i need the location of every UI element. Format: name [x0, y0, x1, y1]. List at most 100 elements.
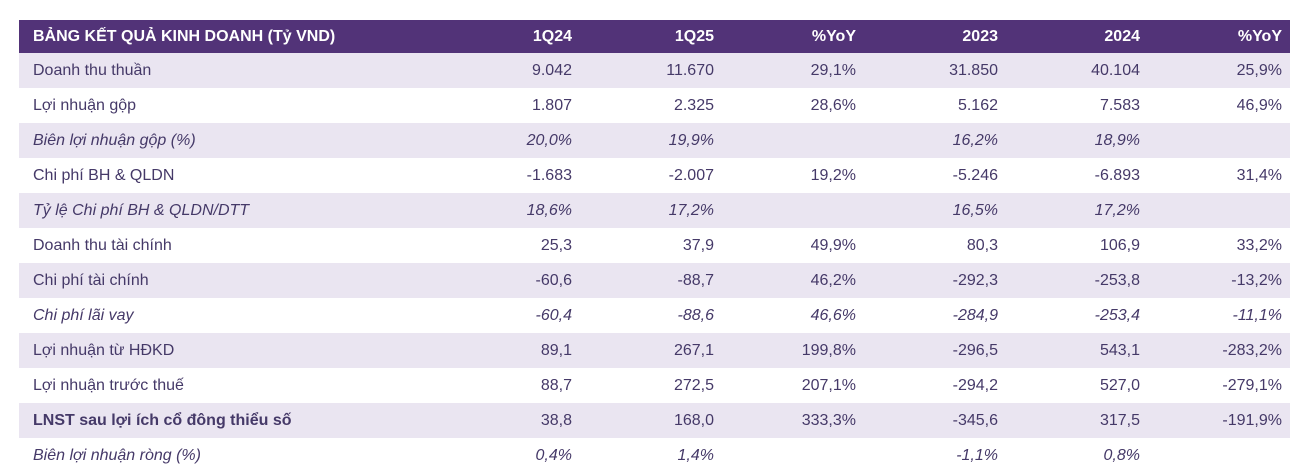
cell-value: -283,2%: [1222, 341, 1282, 359]
cell-value: 33,2%: [1236, 236, 1282, 254]
row-label: LNST sau lợi ích cổ đông thiểu số: [33, 411, 292, 429]
income-statement-table: BẢNG KẾT QUẢ KINH DOANH (Tỷ VND) 1Q24 1Q2…: [19, 20, 1290, 473]
cell-value: 89,1: [540, 341, 572, 359]
cell-value: 19,2%: [810, 166, 856, 184]
cell-value: [1148, 123, 1290, 158]
cell-value: 49,9%: [810, 236, 856, 254]
cell-value: 0,8%: [1103, 446, 1140, 464]
cell-value: -13,2%: [1231, 271, 1282, 289]
cell-value: -6.893: [1094, 166, 1140, 184]
cell-value: -253,8: [1094, 271, 1140, 289]
cell-value: -88,6: [677, 306, 714, 324]
cell-value: 5.162: [957, 96, 998, 114]
row-label: Biên lợi nhuận gộp (%): [33, 131, 196, 149]
cell-value: 31.850: [949, 61, 998, 79]
cell-value: 267,1: [673, 341, 714, 359]
cell-value: [722, 123, 864, 158]
column-header-5: 2024: [1006, 20, 1148, 53]
table-row: Chi phí lãi vay -60,4 -88,6 46,6% -284,9 -253…: [19, 298, 1290, 333]
cell-value: 527,0: [1099, 376, 1140, 394]
cell-value: -191,9%: [1222, 411, 1282, 429]
cell-value: 46,6%: [810, 306, 856, 324]
cell-value: [1148, 193, 1290, 228]
cell-value: 168,0: [673, 411, 714, 429]
table-row: Chi phí BH & QLDN -1.683 -2.007 19,2% -5.246…: [19, 158, 1290, 193]
cell-value: 0,4%: [535, 446, 572, 464]
cell-value: 37,9: [682, 236, 714, 254]
cell-value: 333,3%: [801, 411, 856, 429]
cell-value: -11,1%: [1232, 306, 1282, 324]
cell-value: 20,0%: [526, 131, 572, 149]
cell-value: 28,6%: [810, 96, 856, 114]
cell-value: [722, 193, 864, 228]
table-body: Doanh thu thuần 9.042 11.670 29,1% 31.850 40.…: [19, 53, 1290, 473]
row-label: Lợi nhuận trước thuế: [33, 376, 184, 394]
cell-value: 16,5%: [952, 201, 998, 219]
cell-value: 25,9%: [1236, 61, 1282, 79]
cell-value: -5.246: [952, 166, 998, 184]
row-label: Biên lợi nhuận ròng (%): [33, 446, 201, 464]
cell-value: 1.807: [531, 96, 572, 114]
cell-value: 17,2%: [1094, 201, 1140, 219]
cell-value: -296,5: [952, 341, 998, 359]
cell-value: 80,3: [966, 236, 998, 254]
cell-value: -253,4: [1094, 306, 1140, 324]
cell-value: 18,9%: [1094, 131, 1140, 149]
cell-value: 46,9%: [1236, 96, 1282, 114]
table-header: BẢNG KẾT QUẢ KINH DOANH (Tỷ VND) 1Q24 1Q2…: [19, 20, 1290, 53]
row-label: Chi phí tài chính: [33, 271, 149, 289]
cell-value: 16,2%: [952, 131, 998, 149]
cell-value: 38,8: [540, 411, 572, 429]
cell-value: -1,1%: [956, 446, 998, 464]
cell-value: 46,2%: [810, 271, 856, 289]
cell-value: -60,6: [535, 271, 572, 289]
cell-value: 25,3: [540, 236, 572, 254]
cell-value: 19,9%: [668, 131, 714, 149]
table-row: Biên lợi nhuận gộp (%) 20,0% 19,9% 16,2% 18,…: [19, 123, 1290, 158]
row-label: Lợi nhuận gộp: [33, 96, 137, 114]
table-row: Lợi nhuận trước thuế 88,7 272,5 207,1% -294,…: [19, 368, 1290, 403]
cell-value: -292,3: [952, 271, 998, 289]
cell-value: -279,1%: [1222, 376, 1282, 394]
cell-value: -294,2: [952, 376, 998, 394]
table-row: Lợi nhuận gộp 1.807 2.325 28,6% 5.162 7.583 46…: [19, 88, 1290, 123]
row-label: Doanh thu thuần: [33, 61, 152, 79]
cell-value: 29,1%: [810, 61, 856, 79]
column-header-1: 1Q24: [438, 20, 580, 53]
cell-value: 199,8%: [801, 341, 856, 359]
table-row: Doanh thu tài chính 25,3 37,9 49,9% 80,3 106,…: [19, 228, 1290, 263]
column-header-2: 1Q25: [580, 20, 722, 53]
table-row: Tỷ lệ Chi phí BH & QLDN/DTT 18,6% 17,2% 16,…: [19, 193, 1290, 228]
cell-value: 9.042: [531, 61, 572, 79]
row-label: Tỷ lệ Chi phí BH & QLDN/DTT: [33, 201, 250, 219]
header-row: BẢNG KẾT QUẢ KINH DOANH (Tỷ VND) 1Q24 1Q2…: [19, 20, 1290, 53]
cell-value: 272,5: [673, 376, 714, 394]
cell-value: -1.683: [526, 166, 572, 184]
cell-value: -345,6: [952, 411, 998, 429]
table-row: Biên lợi nhuận ròng (%) 0,4% 1,4% -1,1% 0,8%: [19, 438, 1290, 473]
table-title: BẢNG KẾT QUẢ KINH DOANH (Tỷ VND): [19, 20, 438, 53]
cell-value: 543,1: [1099, 341, 1140, 359]
table-row: Doanh thu thuần 9.042 11.670 29,1% 31.850 40.…: [19, 53, 1290, 88]
cell-value: 2.325: [673, 96, 714, 114]
cell-value: 7.583: [1099, 96, 1140, 114]
cell-value: -284,9: [952, 306, 998, 324]
table-row: Chi phí tài chính -60,6 -88,7 46,2% -292,3 -2…: [19, 263, 1290, 298]
cell-value: [722, 438, 864, 473]
cell-value: 317,5: [1099, 411, 1140, 429]
cell-value: 31,4%: [1236, 166, 1282, 184]
cell-value: 11.670: [666, 61, 714, 79]
column-header-4: 2023: [864, 20, 1006, 53]
cell-value: 207,1%: [801, 376, 856, 394]
cell-value: 1,4%: [677, 446, 714, 464]
cell-value: -2.007: [668, 166, 714, 184]
row-label: Lợi nhuận từ HĐKD: [33, 341, 175, 359]
row-label: Chi phí lãi vay: [33, 306, 134, 324]
row-label: Doanh thu tài chính: [33, 236, 172, 254]
column-header-6: %YoY: [1148, 20, 1290, 53]
cell-value: [1148, 438, 1290, 473]
row-label: Chi phí BH & QLDN: [33, 166, 175, 184]
column-header-3: %YoY: [722, 20, 864, 53]
cell-value: -60,4: [535, 306, 572, 324]
